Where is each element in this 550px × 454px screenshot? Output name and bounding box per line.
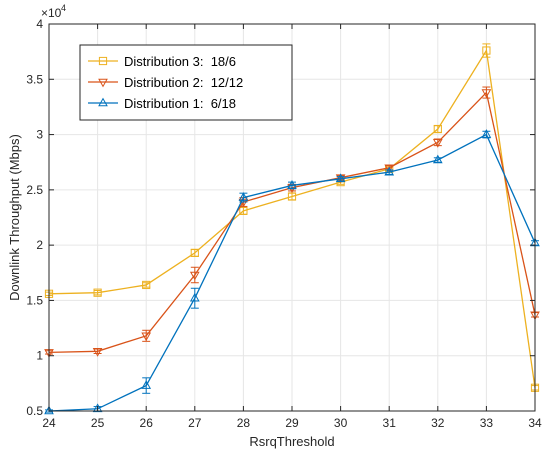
x-tick-label: 28 [237, 416, 251, 430]
legend-marker [98, 56, 108, 66]
data-point [335, 173, 346, 183]
data-point [384, 164, 395, 174]
data-point [190, 248, 199, 257]
legend: Distribution 3: 18/6 Distribution 2: 12/1… [79, 44, 293, 121]
x-tick-label: 34 [528, 416, 542, 430]
data-point [433, 124, 442, 134]
data-point [44, 405, 54, 415]
data-point [92, 403, 103, 413]
y-tick-label: 3 [36, 128, 43, 142]
x-tick-label: 24 [42, 416, 56, 430]
data-point [189, 271, 200, 281]
y-exponent-power: 4 [61, 3, 66, 13]
legend-marker [98, 97, 108, 107]
data-point [482, 46, 491, 55]
x-axis-title: RsrqThreshold [249, 434, 334, 449]
y-tick-label: 0.5 [26, 404, 43, 418]
data-point [92, 347, 103, 357]
y-tick-label: 3.5 [26, 72, 43, 86]
y-exponent-label: ×10 [41, 6, 62, 20]
y-tick-label: 2.5 [26, 183, 43, 197]
x-tick-label: 29 [285, 416, 299, 430]
y-axis-title: Downlink Throughput (Mbps) [7, 134, 22, 301]
data-point [287, 180, 297, 189]
y-tick-label: 2 [36, 238, 43, 252]
data-point [238, 192, 249, 201]
ticks: 24 25 26 27 28 29 30 31 32 33 34 0.5 1 1.5 2 2.5 3 3.5 4 [26, 17, 542, 430]
legend-label: Distribution 3: 18/6 [124, 54, 236, 69]
legend-marker [98, 78, 108, 88]
y-tick-label: 4 [36, 17, 43, 31]
x-tick-label: 30 [334, 416, 348, 430]
x-tick-label: 32 [431, 416, 445, 430]
series-1 [44, 43, 540, 392]
x-tick-label: 25 [91, 416, 105, 430]
x-tick-label: 27 [188, 416, 202, 430]
data-point [384, 166, 395, 176]
x-tick-label: 26 [140, 416, 154, 430]
data-point [481, 89, 492, 98]
x-tick-label: 31 [383, 416, 397, 430]
data-point [432, 154, 443, 164]
x-tick-label: 33 [480, 416, 494, 430]
data-point [141, 332, 152, 342]
data-point [141, 380, 152, 389]
data-point [189, 292, 200, 302]
data-point [93, 288, 102, 297]
data-point [142, 280, 151, 290]
y-tick-label: 1 [36, 349, 43, 363]
y-tick-label: 1.5 [26, 293, 43, 307]
legend-label: Distribution 1: 6/18 [124, 96, 236, 111]
data-point [432, 139, 443, 148]
data-point [481, 129, 492, 138]
legend-label: Distribution 2: 12/12 [124, 75, 243, 90]
